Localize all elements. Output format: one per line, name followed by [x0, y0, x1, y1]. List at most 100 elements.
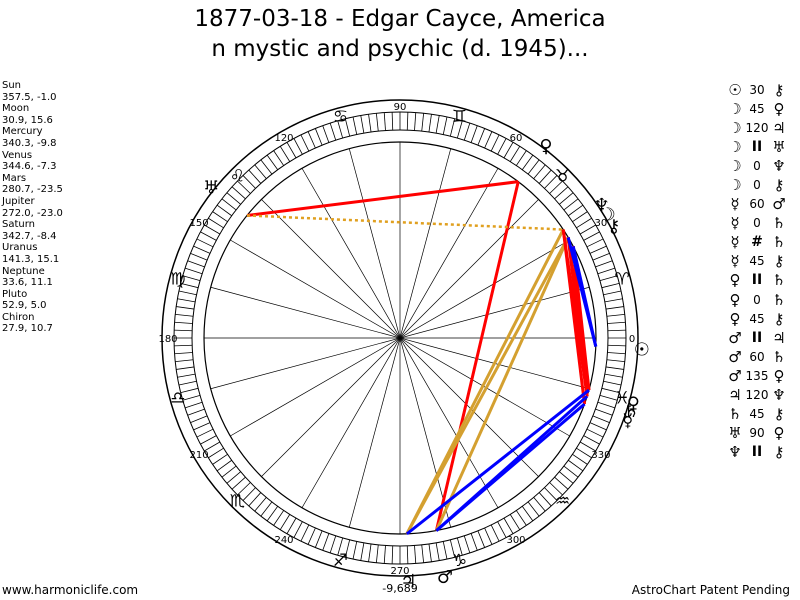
zodiac-tick [184, 267, 203, 275]
zodiac-tick [497, 521, 507, 538]
planet-name: Neptune [2, 265, 45, 277]
zodiac-tick [226, 192, 241, 205]
zodiac-tick [509, 146, 521, 162]
planet-name: Sun [2, 80, 22, 91]
zodiac-sign-icon: ♑ [452, 551, 467, 571]
zodiac-tick [538, 492, 552, 507]
aspect-planet-2-icon: ♀ [773, 366, 785, 385]
zodiac-sign-icon: ♐ [333, 551, 348, 571]
title-line-2: n mystic and psychic (d. 1945)... [211, 36, 589, 62]
zodiac-tick [595, 260, 613, 268]
planet-coords: 357.5, -1.0 [2, 91, 57, 103]
zodiac-tick [527, 501, 540, 517]
planet-marker-icon: ☽ [600, 205, 616, 226]
zodiac-tick [572, 453, 588, 465]
aspect-list: ☉ 30 ⚷ ☽ 45 ♀ ☽ 120 ♃ ☽ II ♅ ☽ 0 ♆ ☽ 0 ⚷ ☿ 60 ♂ ☿ 0 ♄ ☿ # ♄ ☿ 45 ⚷ ♀ II… [726, 80, 800, 462]
zodiac-tick [521, 506, 534, 522]
degree-label: 330 [591, 450, 610, 461]
zodiac-tick [242, 175, 256, 189]
zodiac-tick [607, 352, 626, 355]
planet-marker-icon: ⚷ [607, 216, 620, 237]
zodiac-tick [549, 482, 563, 496]
zodiac-tick [254, 497, 267, 512]
aspect-planet-1-icon: ☿ [730, 214, 740, 233]
aspect-planet-1-icon: ♂ [728, 366, 742, 385]
zodiac-tick [180, 282, 199, 289]
zodiac-tick [176, 306, 195, 310]
zodiac-tick [300, 524, 310, 542]
degree-label: 30 [595, 218, 608, 229]
aspect-planet-1-icon: ♅ [728, 424, 742, 443]
aspect-value: 45 [749, 101, 765, 116]
zodiac-tick [456, 537, 463, 556]
planet-coords: 280.7, -23.5 [2, 184, 63, 196]
aspect-planet-2-icon: ⚷ [773, 252, 785, 271]
zodiac-tick [174, 344, 193, 347]
zodiac-sign-icon: ♎ [170, 389, 185, 409]
aspect-planet-2-icon: ♃ [772, 118, 786, 137]
zodiac-tick [428, 543, 432, 562]
aspect-planet-1-icon: ☽ [728, 156, 742, 175]
zodiac-tick [421, 113, 425, 132]
zodiac-tick [286, 517, 297, 534]
planet-marker-icon: ☿ [622, 411, 633, 432]
zodiac-tick [592, 415, 610, 424]
chart-title: 1877-03-18 - Edgar Cayce, America n myst… [0, 4, 800, 64]
zodiac-tick [286, 142, 297, 159]
zodiac-tick [568, 204, 584, 217]
zodiac-tick [337, 537, 344, 556]
zodiac-tick [226, 471, 241, 484]
planet-markers: ☉☽☿♀♂♃♄♅♆♀⚷ [203, 136, 650, 592]
zodiac-tick [178, 380, 197, 386]
zodiac-tick [248, 169, 262, 184]
planet-coords: 342.7, -8.4 [2, 230, 57, 242]
zodiac-tick [190, 252, 208, 261]
aspect-line [405, 388, 590, 536]
zodiac-tick [175, 313, 194, 317]
zodiac-tick [177, 373, 196, 378]
zodiac-tick [344, 539, 351, 558]
footer-website: www.harmoniclife.com [2, 583, 139, 597]
aspect-value: 45 [749, 407, 765, 422]
aspect-line [435, 236, 570, 532]
zodiac-tick [187, 260, 205, 268]
outer-circle [161, 99, 639, 577]
zodiac-tick [592, 252, 610, 261]
zodiac-tick [442, 116, 448, 135]
degree-label: 270 [390, 566, 409, 577]
degree-label: 150 [190, 218, 209, 229]
zodiac-tick [221, 198, 237, 211]
zodiac-tick [607, 329, 626, 332]
zodiac-tick [182, 275, 201, 282]
planet-name: Saturn [2, 219, 36, 231]
zodiac-tick [597, 401, 616, 409]
zodiac-tick [266, 154, 279, 170]
zodiac-tick [208, 447, 224, 459]
zodiac-tick [337, 120, 344, 139]
aspect-planet-2-icon: ♄ [772, 271, 786, 290]
zodiac-tick [449, 539, 456, 558]
zodiac-tick [435, 115, 440, 134]
aspect-planet-1-icon: ☿ [730, 252, 740, 271]
aspect-row: ☿ 60 ♂ [726, 195, 800, 214]
aspect-value: 0 [753, 158, 761, 173]
zodiac-tick [554, 186, 569, 200]
zodiac-tick [549, 180, 563, 194]
zodiac-tick [497, 138, 507, 155]
aspect-planet-1-icon: ♆ [728, 443, 742, 462]
zodiac-tick [322, 533, 330, 551]
aspect-planet-1-icon: ☉ [728, 80, 742, 99]
aspect-line [405, 236, 570, 535]
aspect-line [246, 214, 564, 231]
zodiac-tick [533, 164, 546, 179]
zodiac-tick [221, 465, 237, 478]
planet-name: Jupiter [2, 195, 35, 207]
zodiac-tick [484, 131, 493, 149]
zodiac-tick [314, 530, 323, 548]
aspect-row: ☽ 0 ♆ [726, 156, 800, 175]
zodiac-tick [509, 514, 521, 530]
wheel-spokes [204, 142, 596, 534]
zodiac-tick [521, 154, 534, 170]
zodiac-tick [216, 459, 232, 472]
zodiac-tick [606, 359, 625, 363]
